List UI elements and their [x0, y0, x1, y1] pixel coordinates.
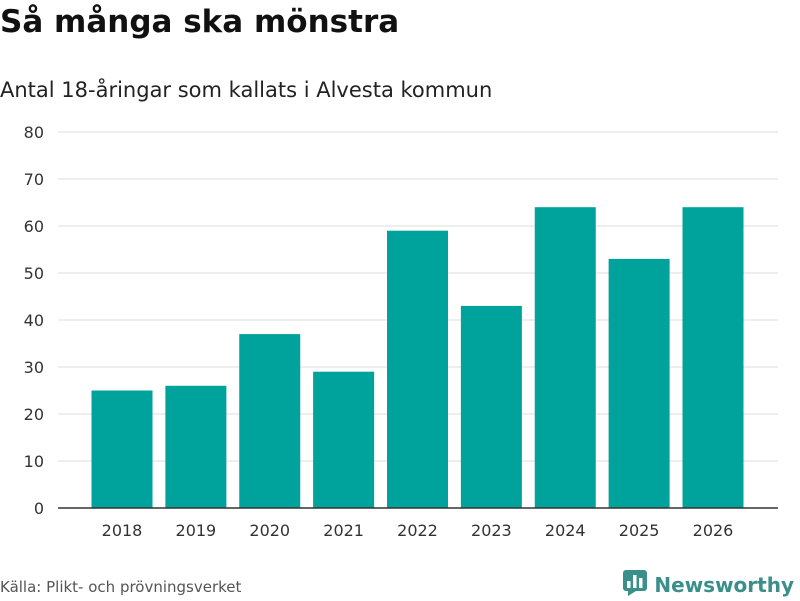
bar-2021 — [313, 371, 375, 508]
bar-2018 — [91, 390, 153, 508]
x-tick-label: 2024 — [545, 521, 586, 540]
x-tick-label: 2020 — [249, 521, 290, 540]
y-tick-label: 0 — [34, 499, 44, 518]
y-tick-label: 30 — [24, 358, 44, 377]
bar-2024 — [534, 207, 596, 508]
y-tick-label: 10 — [24, 452, 44, 471]
bar-2025 — [608, 258, 670, 508]
brand-name: Newsworthy — [654, 573, 794, 597]
bar-2023 — [460, 305, 522, 508]
y-tick-label: 40 — [24, 311, 44, 330]
x-axis-ticks: 2018 2019 2020 2021 2022 2023 2024 2025 2026 — [102, 521, 734, 540]
x-tick-label: 2026 — [693, 521, 734, 540]
x-tick-label: 2021 — [323, 521, 364, 540]
x-tick-label: 2018 — [102, 521, 143, 540]
bar-2020 — [239, 334, 301, 508]
chart-subtitle: Antal 18-åringar som kallats i Alvesta k… — [0, 78, 493, 102]
y-tick-label: 50 — [24, 264, 44, 283]
y-tick-label: 80 — [24, 123, 44, 142]
x-tick-label: 2025 — [619, 521, 660, 540]
y-tick-label: 20 — [24, 405, 44, 424]
y-tick-label: 70 — [24, 170, 44, 189]
chart-title: Så många ska mönstra — [0, 4, 400, 40]
bar-2026 — [682, 207, 744, 508]
x-tick-label: 2019 — [176, 521, 217, 540]
bar-2019 — [165, 385, 227, 508]
y-axis-ticks: 0 10 20 30 40 50 60 70 80 — [24, 123, 44, 518]
x-tick-label: 2023 — [471, 521, 512, 540]
brand-logo: Newsworthy — [622, 569, 794, 601]
x-tick-label: 2022 — [397, 521, 438, 540]
bars — [91, 207, 744, 508]
bar-chart-icon — [622, 569, 648, 601]
bar-2022 — [387, 230, 448, 508]
source-note: Källa: Plikt- och prövningsverket — [0, 578, 242, 596]
y-tick-label: 60 — [24, 217, 44, 236]
